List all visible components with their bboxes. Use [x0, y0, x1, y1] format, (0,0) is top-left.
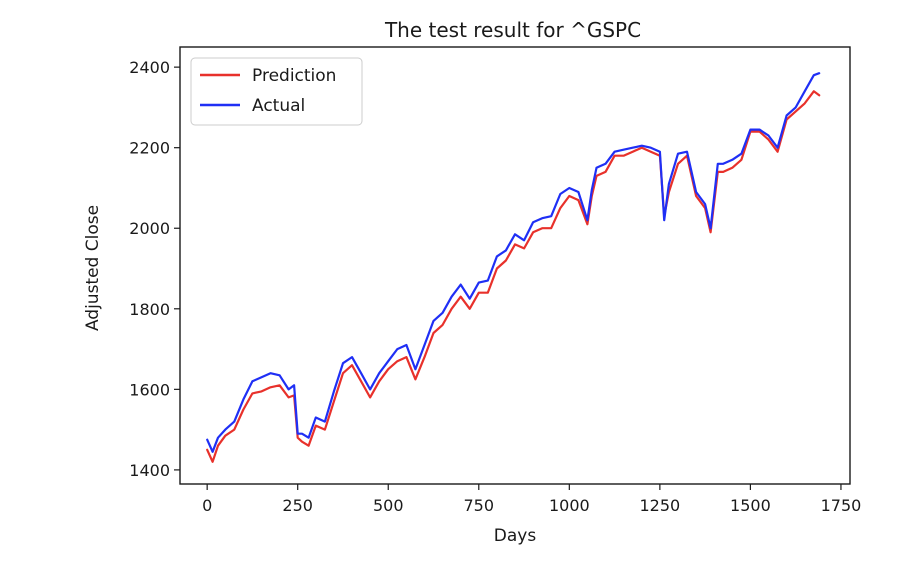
legend-label-actual: Actual	[252, 96, 305, 116]
y-axis: 1400 1600 1800 2000 2200 2400	[129, 58, 180, 480]
series-line-prediction	[206, 90, 821, 463]
x-tick-label: 500	[373, 496, 404, 515]
plot-frame	[179, 46, 851, 485]
x-tick-label: 0	[202, 496, 212, 515]
y-axis-title: Adjusted Close	[83, 205, 103, 331]
x-axis: 0 250 500 750 1000 1250 1500 1750	[202, 484, 861, 515]
y-tick-label: 1400	[129, 461, 170, 480]
plot-area: 0 250 500 750 1000 1250 1500 1750 1400 1600 1800 2…	[129, 46, 861, 515]
y-tick-label: 2400	[129, 58, 170, 77]
series-layer	[206, 72, 821, 463]
x-tick-label: 1250	[640, 496, 681, 515]
y-tick-label: 1600	[129, 380, 170, 399]
legend-label-prediction: Prediction	[252, 66, 336, 86]
series-line-actual	[206, 72, 821, 453]
x-axis-title: Days	[494, 526, 537, 546]
y-tick-label: 2000	[129, 219, 170, 238]
x-tick-label: 750	[464, 496, 495, 515]
x-tick-label: 250	[282, 496, 313, 515]
chart-title: The test result for ^GSPC	[384, 18, 641, 42]
x-tick-label: 1000	[549, 496, 590, 515]
legend: Prediction Actual	[190, 57, 363, 126]
x-tick-label: 1500	[730, 496, 771, 515]
x-tick-label: 1750	[821, 496, 862, 515]
y-tick-label: 1800	[129, 300, 170, 319]
y-tick-label: 2200	[129, 139, 170, 158]
